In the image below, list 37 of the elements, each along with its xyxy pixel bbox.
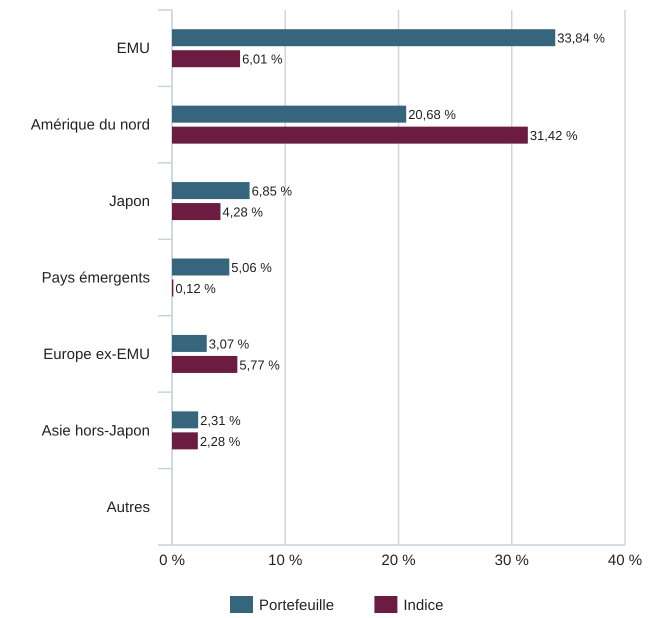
bar — [172, 258, 230, 276]
x-tick-label: 0 % — [159, 552, 185, 569]
bar — [172, 334, 207, 352]
x-tick-label: 20 % — [381, 552, 416, 569]
y-tick-label: Amérique du nord — [30, 116, 150, 134]
data-label: 6,01 % — [242, 52, 283, 67]
bar — [172, 126, 528, 144]
bar — [172, 50, 240, 68]
legend-label: Indice — [403, 597, 444, 614]
legend-label: Portefeuille — [259, 597, 334, 614]
data-label: 6,85 % — [252, 184, 292, 199]
x-tick-label: 30 % — [494, 552, 529, 569]
data-label: 3,07 % — [208, 336, 250, 352]
y-tick-label: Japon — [109, 193, 150, 210]
data-label: 5,06 % — [231, 260, 272, 275]
data-label: 5,77 % — [239, 357, 280, 372]
bar — [172, 203, 220, 220]
bar — [172, 106, 406, 123]
bar — [172, 182, 250, 200]
bar — [172, 411, 198, 428]
x-tick-label: 10 % — [268, 552, 302, 569]
bar — [172, 432, 198, 450]
y-tick-label: Europe ex-EMU — [43, 346, 150, 363]
data-label: 31,42 % — [530, 128, 578, 144]
data-label: 0,12 % — [175, 281, 216, 296]
data-label: 4,28 % — [222, 204, 264, 220]
bar — [172, 356, 238, 373]
data-label: 2,28 % — [200, 434, 241, 449]
data-label: 2,31 % — [200, 412, 242, 428]
x-tick-label: 40 % — [608, 552, 642, 569]
y-tick-label: Asie hors-Japon — [42, 422, 150, 440]
y-tick-label: Autres — [106, 498, 150, 516]
y-tick-label: EMU — [116, 40, 150, 58]
y-tick-label: Pays émergents — [42, 270, 150, 286]
data-label: 20,68 % — [408, 107, 456, 122]
bar — [172, 29, 556, 46]
data-label: 33,84 % — [557, 30, 606, 46]
